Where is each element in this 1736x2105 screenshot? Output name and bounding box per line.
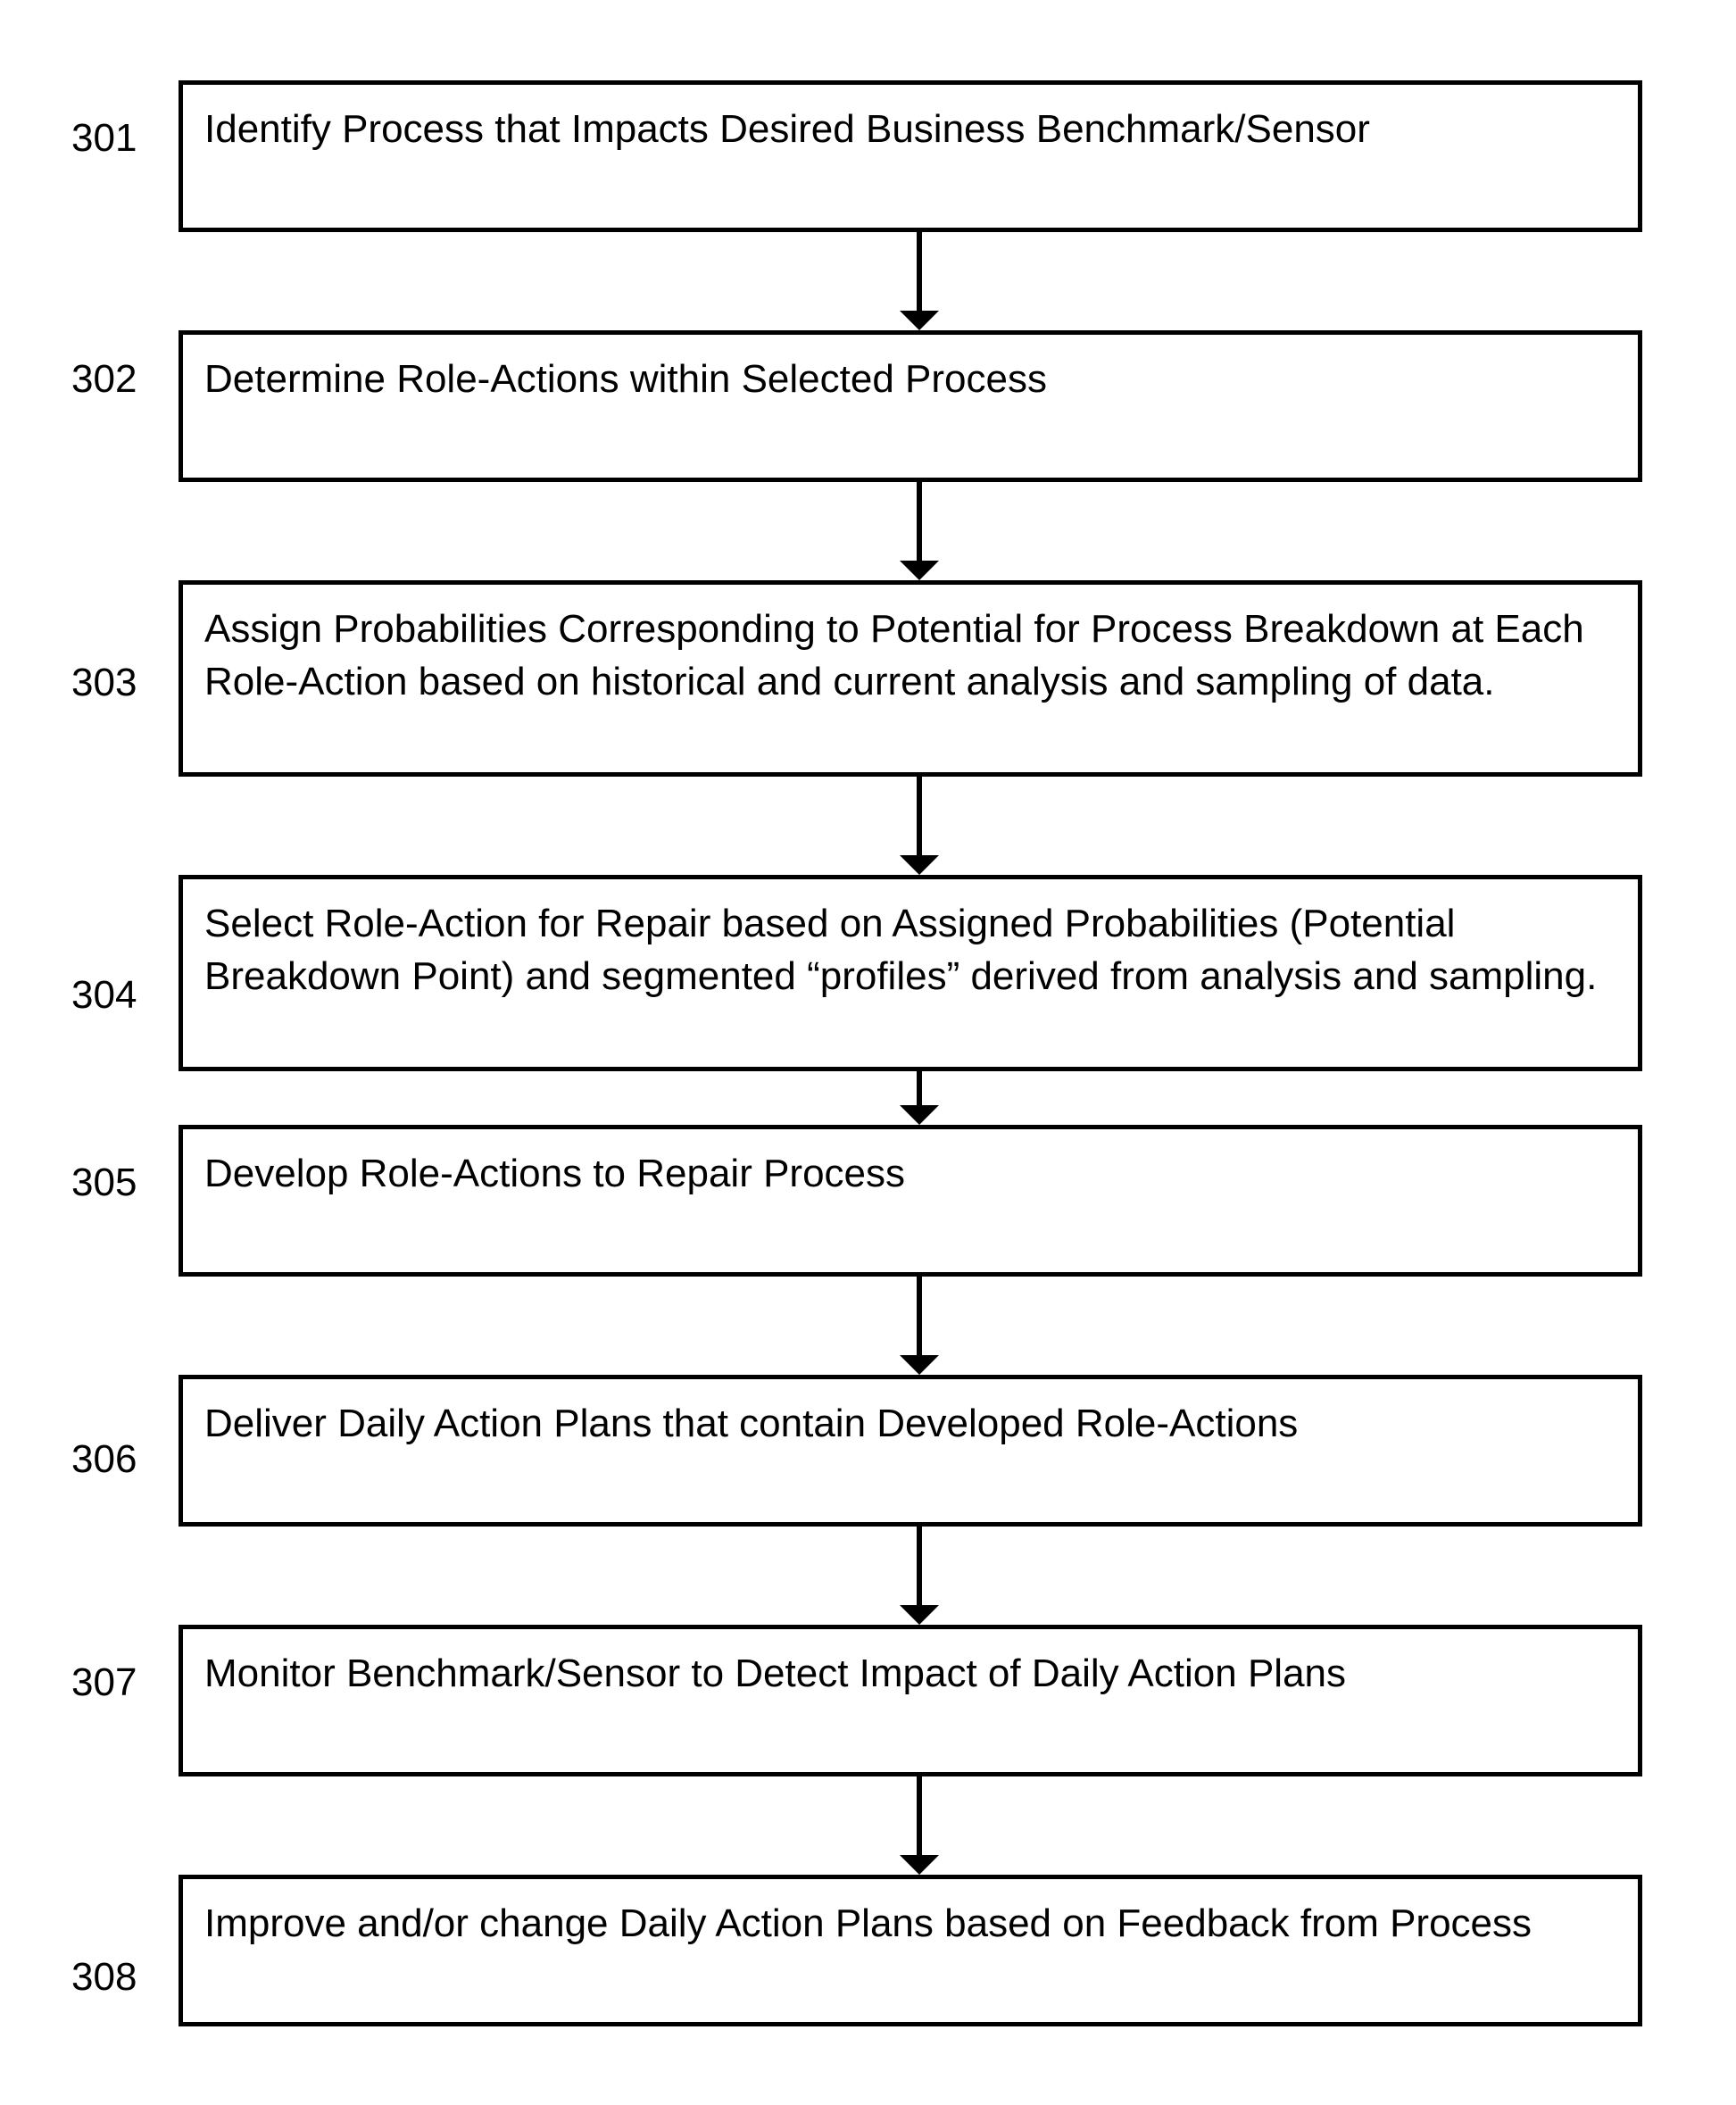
step-label: 303: [71, 580, 179, 705]
flow-step-308: 308 Improve and/or change Daily Action Pl…: [71, 1875, 1642, 2026]
step-label: 306: [71, 1375, 179, 1482]
flowchart-container: 301 Identify Process that Impacts Desired…: [0, 0, 1736, 2105]
step-text: Assign Probabilities Corresponding to Po…: [204, 603, 1616, 709]
flow-step-307: 307 Monitor Benchmark/Sensor to Detect Im…: [71, 1625, 1642, 1776]
step-box: Deliver Daily Action Plans that contain …: [179, 1375, 1642, 1527]
step-text: Deliver Daily Action Plans that contain …: [204, 1397, 1298, 1450]
step-box: Develop Role-Actions to Repair Process: [179, 1125, 1642, 1277]
flow-arrow: [900, 232, 939, 330]
step-box: Determine Role-Actions within Selected P…: [179, 330, 1642, 482]
flow-arrow: [900, 1277, 939, 1375]
flow-step-304: 304Select Role-Action for Repair based o…: [71, 875, 1642, 1071]
step-text: Develop Role-Actions to Repair Process: [204, 1147, 905, 1200]
step-label: 305: [71, 1125, 179, 1205]
flow-arrow: [900, 777, 939, 875]
step-box: Select Role-Action for Repair based on A…: [179, 875, 1642, 1071]
step-box: Improve and/or change Daily Action Plans…: [179, 1875, 1642, 2026]
step-text: Select Role-Action for Repair based on A…: [204, 897, 1616, 1003]
step-label: 301: [71, 80, 179, 161]
step-text: Monitor Benchmark/Sensor to Detect Impac…: [204, 1647, 1346, 1700]
flow-arrow: [900, 1527, 939, 1625]
step-text: Determine Role-Actions within Selected P…: [204, 353, 1047, 405]
step-box: Assign Probabilities Corresponding to Po…: [179, 580, 1642, 777]
step-box: Identify Process that Impacts Desired Bu…: [179, 80, 1642, 232]
flow-arrow: [900, 1776, 939, 1875]
step-label: 308: [71, 1875, 179, 2000]
step-label: 302: [71, 330, 179, 402]
flow-step-306: 306 Deliver Daily Action Plans that conta…: [71, 1375, 1642, 1527]
flow-step-305: 305 Develop Role-Actions to Repair Proces…: [71, 1125, 1642, 1277]
flow-step-303: 303Assign Probabilities Corresponding to…: [71, 580, 1642, 777]
flow-step-302: 302 Determine Role-Actions within Selecte…: [71, 330, 1642, 482]
flow-arrow: [900, 1071, 939, 1125]
step-box: Monitor Benchmark/Sensor to Detect Impac…: [179, 1625, 1642, 1776]
step-text: Improve and/or change Daily Action Plans…: [204, 1897, 1532, 1950]
flow-arrow: [900, 482, 939, 580]
step-text: Identify Process that Impacts Desired Bu…: [204, 103, 1370, 155]
step-label: 304: [71, 875, 179, 1018]
flow-step-301: 301 Identify Process that Impacts Desired…: [71, 80, 1642, 232]
step-label: 307: [71, 1625, 179, 1705]
